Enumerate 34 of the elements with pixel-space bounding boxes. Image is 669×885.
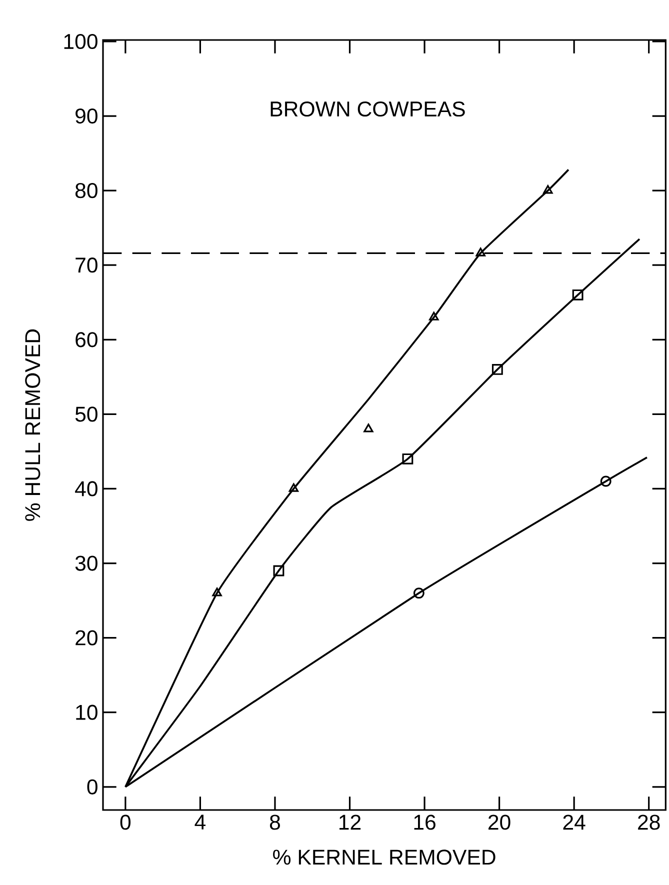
y-tick-label: 30	[75, 556, 98, 571]
point	[288, 483, 299, 492]
y-tick-label: 40	[75, 481, 98, 496]
y-tick-label: 90	[76, 108, 98, 124]
y-tick-label: 0	[87, 779, 98, 794]
point	[273, 565, 284, 576]
point	[402, 453, 414, 464]
x-tick-label: 20	[488, 814, 510, 830]
y-tick-label: 50	[75, 406, 98, 422]
y-tick-label: 80	[75, 183, 98, 198]
x-tick-label: 0	[120, 814, 131, 830]
point	[543, 185, 553, 194]
text: BROWN COWPEAS	[270, 101, 465, 117]
x-tick-label: 4	[194, 814, 206, 830]
point	[600, 476, 612, 487]
x-axis-title: % KERNEL REMOVED	[273, 850, 496, 865]
y-tick-label: 20	[76, 630, 98, 646]
x-tick-label: 8	[270, 814, 280, 830]
point	[476, 248, 486, 256]
x-tick-label: 24	[563, 814, 586, 830]
y-tick-label: 70	[76, 258, 98, 273]
x-tick-label: 28	[638, 814, 660, 830]
y-tick-label: 60	[76, 332, 98, 348]
point	[364, 424, 374, 432]
point	[212, 588, 222, 596]
y-tick-label: 100	[64, 34, 98, 50]
point	[429, 312, 439, 320]
y-axis-title: % HULL REMOVED	[25, 329, 40, 521]
x-tick-label: 16	[414, 814, 436, 830]
y-tick-label: 10	[76, 704, 98, 720]
point	[572, 289, 584, 300]
point	[492, 364, 503, 375]
point	[413, 588, 424, 599]
x-tick-label: 12	[340, 814, 361, 830]
